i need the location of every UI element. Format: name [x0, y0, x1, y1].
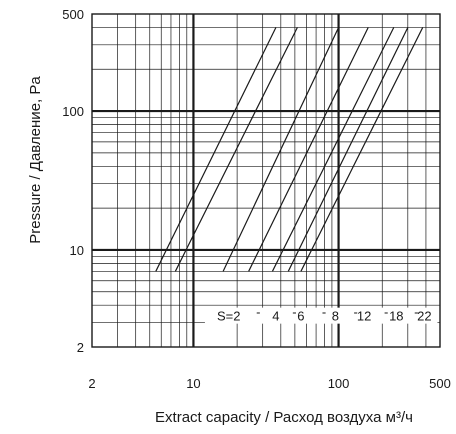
x-axis-label: Extract capacity / Расход воздуха м³/ч — [155, 409, 413, 426]
s-label-background — [204, 307, 438, 324]
x-tick-label: 10 — [186, 376, 200, 391]
s-label: 6 — [297, 309, 304, 324]
series-line-s8 — [248, 27, 369, 272]
y-tick-label: 10 — [70, 243, 84, 258]
s-label-separator: - — [256, 305, 260, 320]
series-line-s12 — [271, 27, 395, 272]
s-label: S=2 — [217, 309, 241, 324]
y-tick-label: 500 — [62, 7, 84, 22]
s-label: 22 — [417, 309, 431, 324]
s-label: 12 — [357, 309, 371, 324]
series-group — [155, 27, 424, 272]
tick-labels: 2 10 100 500 500 100 10 2 — [62, 7, 451, 391]
x-tick-label: 2 — [88, 376, 95, 391]
s-label: 4 — [272, 309, 279, 324]
grid — [91, 13, 441, 348]
x-tick-label: 500 — [429, 376, 451, 391]
s-label-separator: - — [414, 305, 418, 320]
y-axis-label: Pressure / Давление, Pa — [27, 76, 44, 244]
y-tick-label: 2 — [77, 340, 84, 355]
s-label-separator: - — [354, 305, 358, 320]
series-line-s6 — [222, 27, 340, 272]
s-labels: S=2-4-6-8 -12-18 -22 — [204, 305, 438, 324]
series-line-s22 — [300, 27, 424, 272]
series-line-s4 — [174, 27, 298, 272]
y-tick-label: 100 — [62, 104, 84, 119]
series-line-s2 — [155, 27, 277, 272]
s-label-separator: - — [322, 305, 326, 320]
s-label-separator: - — [292, 305, 296, 320]
s-label-separator: - — [384, 305, 388, 320]
s-label: 18 — [389, 309, 403, 324]
series-line-s18 — [287, 27, 409, 272]
s-label: 8 — [332, 309, 339, 324]
plot-frame — [91, 13, 441, 348]
x-tick-label: 100 — [328, 376, 350, 391]
